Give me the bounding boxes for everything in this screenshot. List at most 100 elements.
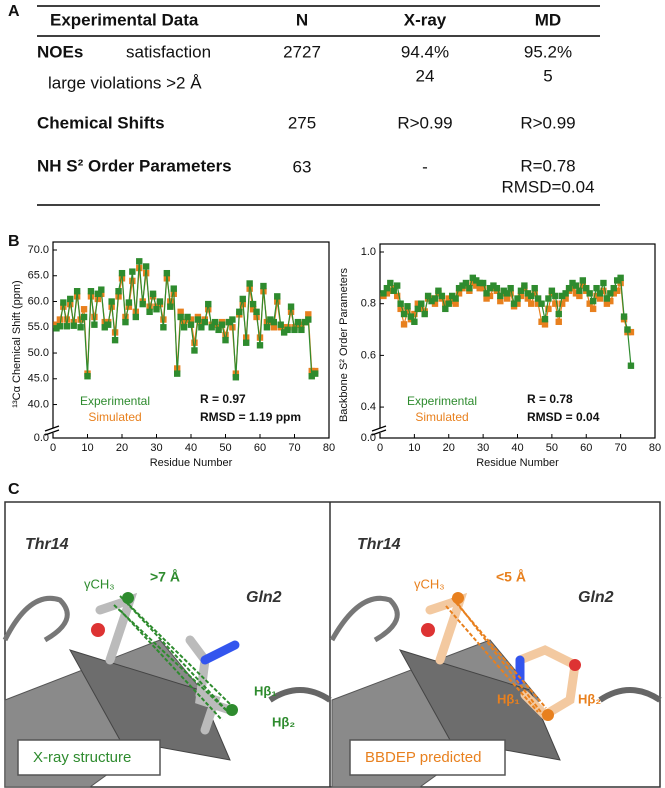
table-cell: 94.4% <box>401 42 449 61</box>
data-point <box>136 258 143 265</box>
x-tick-label: 20 <box>116 442 128 454</box>
axis-break <box>372 428 386 433</box>
data-point <box>108 298 115 305</box>
data-point <box>514 300 521 307</box>
data-point <box>149 290 157 297</box>
data-point <box>538 300 545 307</box>
data-point <box>246 280 253 287</box>
data-point <box>486 292 494 300</box>
data-point <box>558 300 566 307</box>
data-point <box>613 277 621 284</box>
y-tick-label: 0.0 <box>34 432 49 444</box>
data-point <box>613 287 621 294</box>
data-point <box>452 295 459 302</box>
data-point <box>500 287 507 294</box>
row-sublabel: satisfaction <box>126 42 211 61</box>
data-point <box>534 300 542 307</box>
data-point <box>528 292 535 300</box>
data-point <box>187 321 195 328</box>
data-point <box>101 324 108 331</box>
atom-label: γCH₃ <box>414 576 445 591</box>
data-point <box>603 300 611 307</box>
data-point <box>397 300 404 307</box>
data-point <box>462 279 470 287</box>
x-axis-label: Residue Number <box>476 457 559 469</box>
data-point <box>418 305 425 313</box>
y-tick-label: 0.8 <box>361 298 376 310</box>
data-point <box>205 300 212 308</box>
data-point <box>552 300 559 307</box>
data-point <box>249 300 257 308</box>
y-tick-label: 60.0 <box>28 295 49 307</box>
atom-label: Hβ₂ <box>272 714 295 729</box>
data-point <box>111 336 119 344</box>
data-point <box>256 342 264 349</box>
data-point <box>407 313 415 320</box>
data-point <box>160 324 167 331</box>
data-point <box>459 282 466 289</box>
y-tick-label: 45.0 <box>28 373 49 385</box>
data-point <box>538 318 545 325</box>
data-point <box>225 318 233 326</box>
data-point <box>263 324 271 331</box>
data-point <box>118 269 126 277</box>
y-tick-label: 0.6 <box>361 349 376 361</box>
data-point <box>404 303 411 310</box>
data-point <box>620 313 628 320</box>
row-label: large violations >2 Å <box>48 73 202 92</box>
data-point <box>593 284 600 292</box>
data-point <box>418 300 425 307</box>
data-point <box>600 279 607 287</box>
data-point <box>94 290 102 297</box>
data-point <box>177 308 184 316</box>
data-point <box>56 323 64 330</box>
data-point <box>387 287 394 294</box>
data-point <box>383 290 391 297</box>
x-tick-label: 30 <box>477 442 489 454</box>
data-point <box>476 284 483 292</box>
data-point <box>593 292 600 300</box>
data-point <box>528 300 535 307</box>
data-point <box>524 295 532 302</box>
data-point <box>191 347 198 354</box>
legend-entry: Experimental <box>407 394 477 408</box>
table-cell: RMSD=0.04 <box>501 177 594 196</box>
data-point <box>105 321 112 328</box>
data-point <box>497 297 504 305</box>
data-point <box>558 292 566 300</box>
data-point <box>153 306 160 313</box>
y-tick-label: 50.0 <box>28 347 49 359</box>
data-point <box>576 292 583 300</box>
table-cell: 275 <box>288 113 316 132</box>
data-point <box>312 370 319 377</box>
data-point <box>270 324 277 331</box>
data-point <box>274 298 281 305</box>
data-point <box>466 284 473 292</box>
data-point <box>503 295 511 302</box>
data-point <box>572 282 580 289</box>
table-header: N <box>296 10 308 29</box>
x-tick-label: 40 <box>511 442 523 454</box>
data-point <box>187 316 195 323</box>
data-point <box>514 295 521 302</box>
data-point <box>174 370 181 377</box>
data-point <box>555 310 562 318</box>
data-point <box>63 323 70 330</box>
data-point <box>521 282 528 289</box>
table-cell: R>0.99 <box>520 113 575 132</box>
data-point <box>455 290 463 297</box>
data-point <box>455 284 463 292</box>
x-tick-label: 80 <box>649 442 661 454</box>
atom-label: Hβ₁ <box>254 683 277 698</box>
y-axis-label: ¹³Cα Chemical Shift (ppm) <box>11 280 23 407</box>
data-point <box>411 318 418 325</box>
data-point <box>552 292 559 300</box>
data-point <box>249 306 257 313</box>
distance-label: <5 Å <box>496 569 526 585</box>
data-point <box>287 308 295 316</box>
data-point <box>163 269 171 277</box>
data-point <box>469 279 477 287</box>
data-point <box>531 290 538 297</box>
data-point <box>400 310 408 318</box>
data-point <box>298 321 305 328</box>
